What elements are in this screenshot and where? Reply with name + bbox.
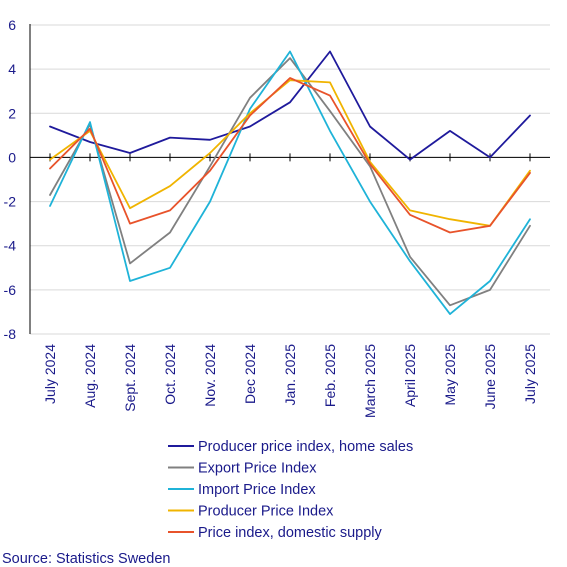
x-tick-label: Nov. 2024 <box>202 344 218 407</box>
y-tick-label: 4 <box>8 61 16 77</box>
y-tick-label: -4 <box>4 238 17 254</box>
y-tick-label: -8 <box>4 326 17 342</box>
x-tick-label: Jan. 2025 <box>282 344 298 406</box>
x-tick-label: May 2025 <box>442 344 458 406</box>
y-tick-label: -6 <box>4 282 17 298</box>
x-tick-label: July 2025 <box>522 344 538 404</box>
y-tick-labels: -8 -6 -4 -2 0 2 4 6 <box>4 17 17 342</box>
x-tick-label: Sept. 2024 <box>122 344 138 412</box>
x-tick-label: July 2024 <box>42 344 58 404</box>
x-tick-label: Feb. 2025 <box>322 344 338 407</box>
legend-label: Export Price Index <box>198 461 317 477</box>
y-tick-label: 6 <box>8 17 16 33</box>
x-tick-label: March 2025 <box>362 344 378 418</box>
x-tick-label: April 2025 <box>402 344 418 407</box>
legend-label: Price index, domestic supply <box>198 525 382 541</box>
axes <box>29 24 550 334</box>
x-tick-label: June 2025 <box>482 344 498 410</box>
source-note: Source: Statistics Sweden <box>2 551 170 567</box>
x-tick-labels: July 2024 Aug. 2024 Sept. 2024 Oct. 2024 Nov… <box>42 344 538 418</box>
y-tick-label: 0 <box>8 149 16 165</box>
x-tick-label: Dec 2024 <box>242 344 258 404</box>
series-line-4 <box>49 79 531 227</box>
series-lines <box>49 50 531 316</box>
legend-label: Producer Price Index <box>198 504 334 520</box>
series-line-5 <box>49 77 531 234</box>
series-line-1 <box>49 50 531 161</box>
legend-label: Producer price index, home sales <box>198 439 413 455</box>
x-tick-label: Oct. 2024 <box>162 344 178 405</box>
y-tick-label: -2 <box>4 194 17 210</box>
gridlines <box>30 24 550 335</box>
legend-label: Import Price Index <box>198 482 316 498</box>
y-tick-label: 2 <box>8 105 16 121</box>
legend: Producer price index, home sales Export P… <box>168 439 413 541</box>
series-line-3 <box>49 50 531 316</box>
series-line-2 <box>49 57 531 307</box>
x-tick-label: Aug. 2024 <box>82 344 98 408</box>
